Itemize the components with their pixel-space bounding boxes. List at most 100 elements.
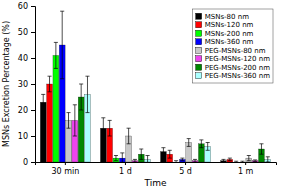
error-bar xyxy=(206,143,210,151)
tick-mark xyxy=(31,58,35,59)
tick-label: 60 xyxy=(18,2,28,11)
error-bar xyxy=(193,159,197,162)
bar xyxy=(40,102,46,162)
tick-mark xyxy=(31,6,35,7)
axis-line xyxy=(31,7,36,163)
error-bar xyxy=(228,158,232,161)
tick-label: 40 xyxy=(18,54,28,63)
error-bar xyxy=(247,156,251,161)
legend-label: PEG-MSNs-120 nm xyxy=(205,55,271,63)
x-axis: 30 min 1 d 5 d 1 m xyxy=(36,162,277,176)
legend-swatch xyxy=(196,13,202,19)
axis-line xyxy=(36,163,277,166)
legend-label: MSNs-200 nm xyxy=(205,30,254,38)
series xyxy=(72,105,258,162)
error-bar xyxy=(266,157,270,162)
bar xyxy=(233,162,239,163)
error-bar xyxy=(120,153,124,162)
error-bar xyxy=(180,158,184,161)
marks xyxy=(40,11,270,162)
tick-mark xyxy=(31,84,35,85)
legend-label: PEG-MSNs-200 nm xyxy=(205,64,271,72)
error-bar xyxy=(85,76,89,112)
tick-mark xyxy=(31,162,35,163)
legend-swatch xyxy=(196,56,202,62)
tick-mark xyxy=(31,110,35,111)
legend-swatch xyxy=(196,64,202,70)
tick-mark xyxy=(65,162,66,165)
series xyxy=(47,76,233,162)
error-bar xyxy=(79,84,83,110)
error-bar xyxy=(48,76,52,92)
bar xyxy=(173,162,179,163)
tick: 0 xyxy=(23,158,35,167)
y-axis-title: MSNs Excretion Percentage (%) xyxy=(2,21,11,147)
legend-swatch xyxy=(196,30,202,36)
error-bar xyxy=(66,113,70,129)
tick-mark xyxy=(185,162,186,165)
tick-label: 1 m xyxy=(238,167,254,176)
tick: 50 xyxy=(18,28,35,37)
error-bar xyxy=(146,156,150,163)
legend-swatch xyxy=(196,39,202,45)
bar xyxy=(252,161,258,162)
series xyxy=(85,76,271,162)
error-bar xyxy=(133,159,137,162)
tick: 5 d xyxy=(179,162,192,176)
legend-label: PEG-MSNs-80 nm xyxy=(205,47,266,55)
tick-label: 5 d xyxy=(179,167,192,176)
tick: 1 m xyxy=(238,162,254,176)
error-bar xyxy=(168,150,172,158)
bar xyxy=(47,84,53,162)
error-bar xyxy=(139,149,143,159)
tick-mark xyxy=(125,162,126,165)
bar xyxy=(240,162,246,163)
chart: 010203040506030 min1 d5 d1 mMSNs-80 nmMS… xyxy=(0,0,282,189)
plot: 010203040506030 min1 d5 d1 mMSNs-80 nmMS… xyxy=(18,2,277,176)
tick-label: 1 d xyxy=(119,167,132,176)
error-bar xyxy=(101,118,105,139)
series xyxy=(40,94,226,162)
error-bar xyxy=(54,42,58,68)
tick: 20 xyxy=(18,106,35,115)
legend-swatch xyxy=(196,47,202,53)
error-bar xyxy=(259,144,263,154)
legend-label: MSNs-120 nm xyxy=(205,21,254,29)
tick: 30 min xyxy=(51,162,79,176)
error-bar xyxy=(108,120,112,136)
error-bar xyxy=(240,161,244,162)
tick-mark xyxy=(245,162,246,165)
error-bar xyxy=(221,159,225,162)
legend-swatch xyxy=(196,73,202,79)
tick-mark xyxy=(31,136,35,137)
tick-label: 30 xyxy=(18,80,28,89)
tick: 10 xyxy=(18,132,35,141)
tick-label: 0 xyxy=(23,158,28,167)
y-axis: 0 10 20 30 40 50 60 xyxy=(18,2,36,167)
tick-label: 30 min xyxy=(51,167,79,176)
error-bar xyxy=(234,161,238,162)
series xyxy=(66,113,252,162)
error-bar xyxy=(41,94,45,110)
legend: MSNs-80 nmMSNs-120 nmMSNs-200 nmMSNs-360… xyxy=(193,9,273,83)
error-bar xyxy=(174,161,178,162)
tick: 40 xyxy=(18,54,35,63)
legend-swatch xyxy=(196,22,202,28)
error-bar xyxy=(73,105,77,136)
legend-label: MSNs-360 nm xyxy=(205,38,254,46)
error-bar xyxy=(253,160,257,162)
series xyxy=(78,84,264,162)
legend-label: MSNs-80 nm xyxy=(205,13,249,21)
error-bar xyxy=(199,140,203,148)
tick-label: 10 xyxy=(18,132,28,141)
tick-label: 50 xyxy=(18,28,28,37)
error-bar xyxy=(60,11,64,79)
tick-label: 20 xyxy=(18,106,28,115)
tick: 60 xyxy=(18,2,35,11)
x-axis-title: Time xyxy=(143,178,166,188)
error-bar xyxy=(127,128,131,144)
bar xyxy=(53,55,59,162)
legend-box xyxy=(193,9,273,83)
error-bar xyxy=(114,156,118,161)
tick-mark xyxy=(31,32,35,33)
